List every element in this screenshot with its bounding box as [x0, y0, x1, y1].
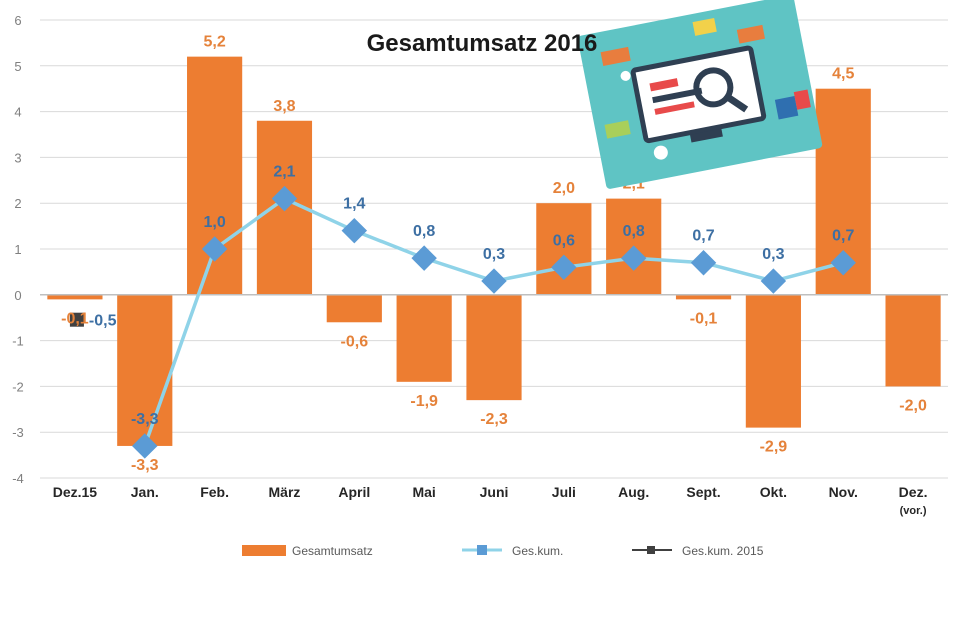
x-tick-label: April: [338, 484, 370, 500]
bar-value-label: -2,3: [480, 411, 508, 428]
bar-dez-vor: [885, 294, 941, 387]
y-tick-label: -4: [12, 471, 24, 486]
line-point-nov: [830, 250, 856, 276]
line-point-jan: [132, 433, 158, 459]
y-tick-label: 0: [14, 288, 21, 303]
line-value-label: -3,3: [131, 411, 159, 428]
bar-series: [47, 56, 941, 446]
y-axis-ticks: 6 5 4 3 2 1 0 -1 -2 -3 -4: [12, 13, 24, 486]
legend-marker-ges-kum: [477, 545, 487, 555]
y-tick-label: -1: [12, 334, 24, 349]
line-value-label: 1,4: [343, 196, 365, 213]
bar-mai: [396, 294, 452, 382]
y-tick-label: 2: [14, 196, 21, 211]
chart-title: Gesamtumsatz 2016: [367, 30, 598, 57]
x-axis-labels: Dez.15 Jan. Feb. März April Mai Juni Juli Aug. Se…: [53, 484, 928, 517]
line-value-label: 1,0: [203, 214, 225, 231]
x-tick-label: (vor.): [900, 505, 927, 517]
x-tick-label: Jan.: [131, 484, 159, 500]
line-point-april: [341, 217, 368, 244]
line-value-label: 0,8: [413, 223, 435, 240]
x-tick-label: März: [269, 484, 301, 500]
y-tick-label: 5: [14, 59, 21, 74]
y-tick-label: 6: [14, 13, 21, 28]
bar-value-label: 3,8: [273, 98, 295, 115]
bar-okt: [745, 294, 801, 428]
bar-jan: [117, 294, 173, 446]
legend-label-ges-kum-2015: Ges.kum. 2015: [682, 544, 764, 558]
bar-value-label: -1,9: [410, 393, 438, 410]
bar-value-label: -0,1: [690, 310, 718, 327]
legend-item-ges-kum-2015: Ges.kum. 2015: [632, 544, 764, 558]
point-2015-value-label: -0,5: [89, 313, 117, 330]
y-tick-label: 3: [14, 150, 21, 165]
x-tick-label: Sept.: [686, 484, 720, 500]
analytics-illustration-image: [577, 0, 823, 189]
line-point-okt: [760, 268, 787, 294]
bar-value-label: 4,5: [832, 66, 854, 83]
line-value-label: 0,8: [623, 223, 645, 240]
x-tick-label: Juni: [480, 484, 509, 500]
bar-value-label: 5,2: [203, 34, 225, 51]
bar-value-label: -2,9: [760, 439, 788, 456]
x-tick-label: Feb.: [200, 484, 229, 500]
bar-dez-15: [47, 294, 103, 300]
x-tick-label: Juli: [552, 484, 576, 500]
bar-value-label: 2,0: [553, 180, 575, 197]
bar-value-label: -3,3: [131, 457, 159, 474]
y-tick-label: -2: [12, 379, 24, 394]
legend-item-gesamtumsatz: Gesamtumsatz: [242, 544, 373, 558]
y-tick-label: 4: [14, 105, 21, 120]
line-series: [132, 185, 856, 459]
x-tick-label: Dez.15: [53, 484, 98, 500]
line-point-mai: [411, 245, 437, 271]
legend-label-ges-kum: Ges.kum.: [512, 544, 563, 558]
line-value-label: 0,3: [762, 246, 784, 263]
bar-value-label: -0,6: [341, 333, 369, 350]
x-tick-label: Dez.: [899, 484, 928, 500]
line-value-label: 2,1: [273, 164, 295, 181]
bar-april: [326, 294, 382, 323]
line-point-märz: [271, 185, 298, 212]
legend-marker-ges-kum-2015: [647, 546, 655, 554]
y-tick-label: -3: [12, 425, 24, 440]
bar-sept: [675, 294, 732, 300]
legend-swatch-gesamtumsatz: [242, 545, 286, 556]
line-point-juni: [481, 268, 507, 294]
legend-label-gesamtumsatz: Gesamtumsatz: [292, 544, 373, 558]
x-tick-label: Mai: [412, 484, 435, 500]
legend-item-ges-kum: Ges.kum.: [462, 544, 563, 558]
x-tick-label: Nov.: [829, 484, 858, 500]
y-tick-label: 1: [14, 242, 21, 257]
line-value-label: 0,6: [553, 232, 575, 249]
line-point-aug: [620, 245, 647, 271]
line-value-label: 0,7: [692, 228, 714, 245]
legend: Gesamtumsatz Ges.kum. Ges.kum. 2015: [242, 544, 764, 558]
point-2015-dez-15: [69, 312, 84, 327]
point-series: [69, 312, 84, 327]
line-point-juli: [551, 254, 577, 281]
x-tick-label: Aug.: [618, 484, 649, 500]
line-value-label: 0,3: [483, 246, 505, 263]
line-point-sept: [690, 250, 717, 276]
bar-value-label: -0,1: [61, 310, 89, 327]
bar-value-label: -2,0: [899, 397, 927, 414]
x-tick-label: Okt.: [760, 484, 787, 500]
bar-juni: [466, 294, 522, 401]
line-value-label: 0,7: [832, 228, 854, 245]
data-labels: -0,1 -3,3 5,2 3,8 -0,6 -1,9 -2,3 2,0 2,1 -0,1 -2,9…: [61, 34, 927, 474]
